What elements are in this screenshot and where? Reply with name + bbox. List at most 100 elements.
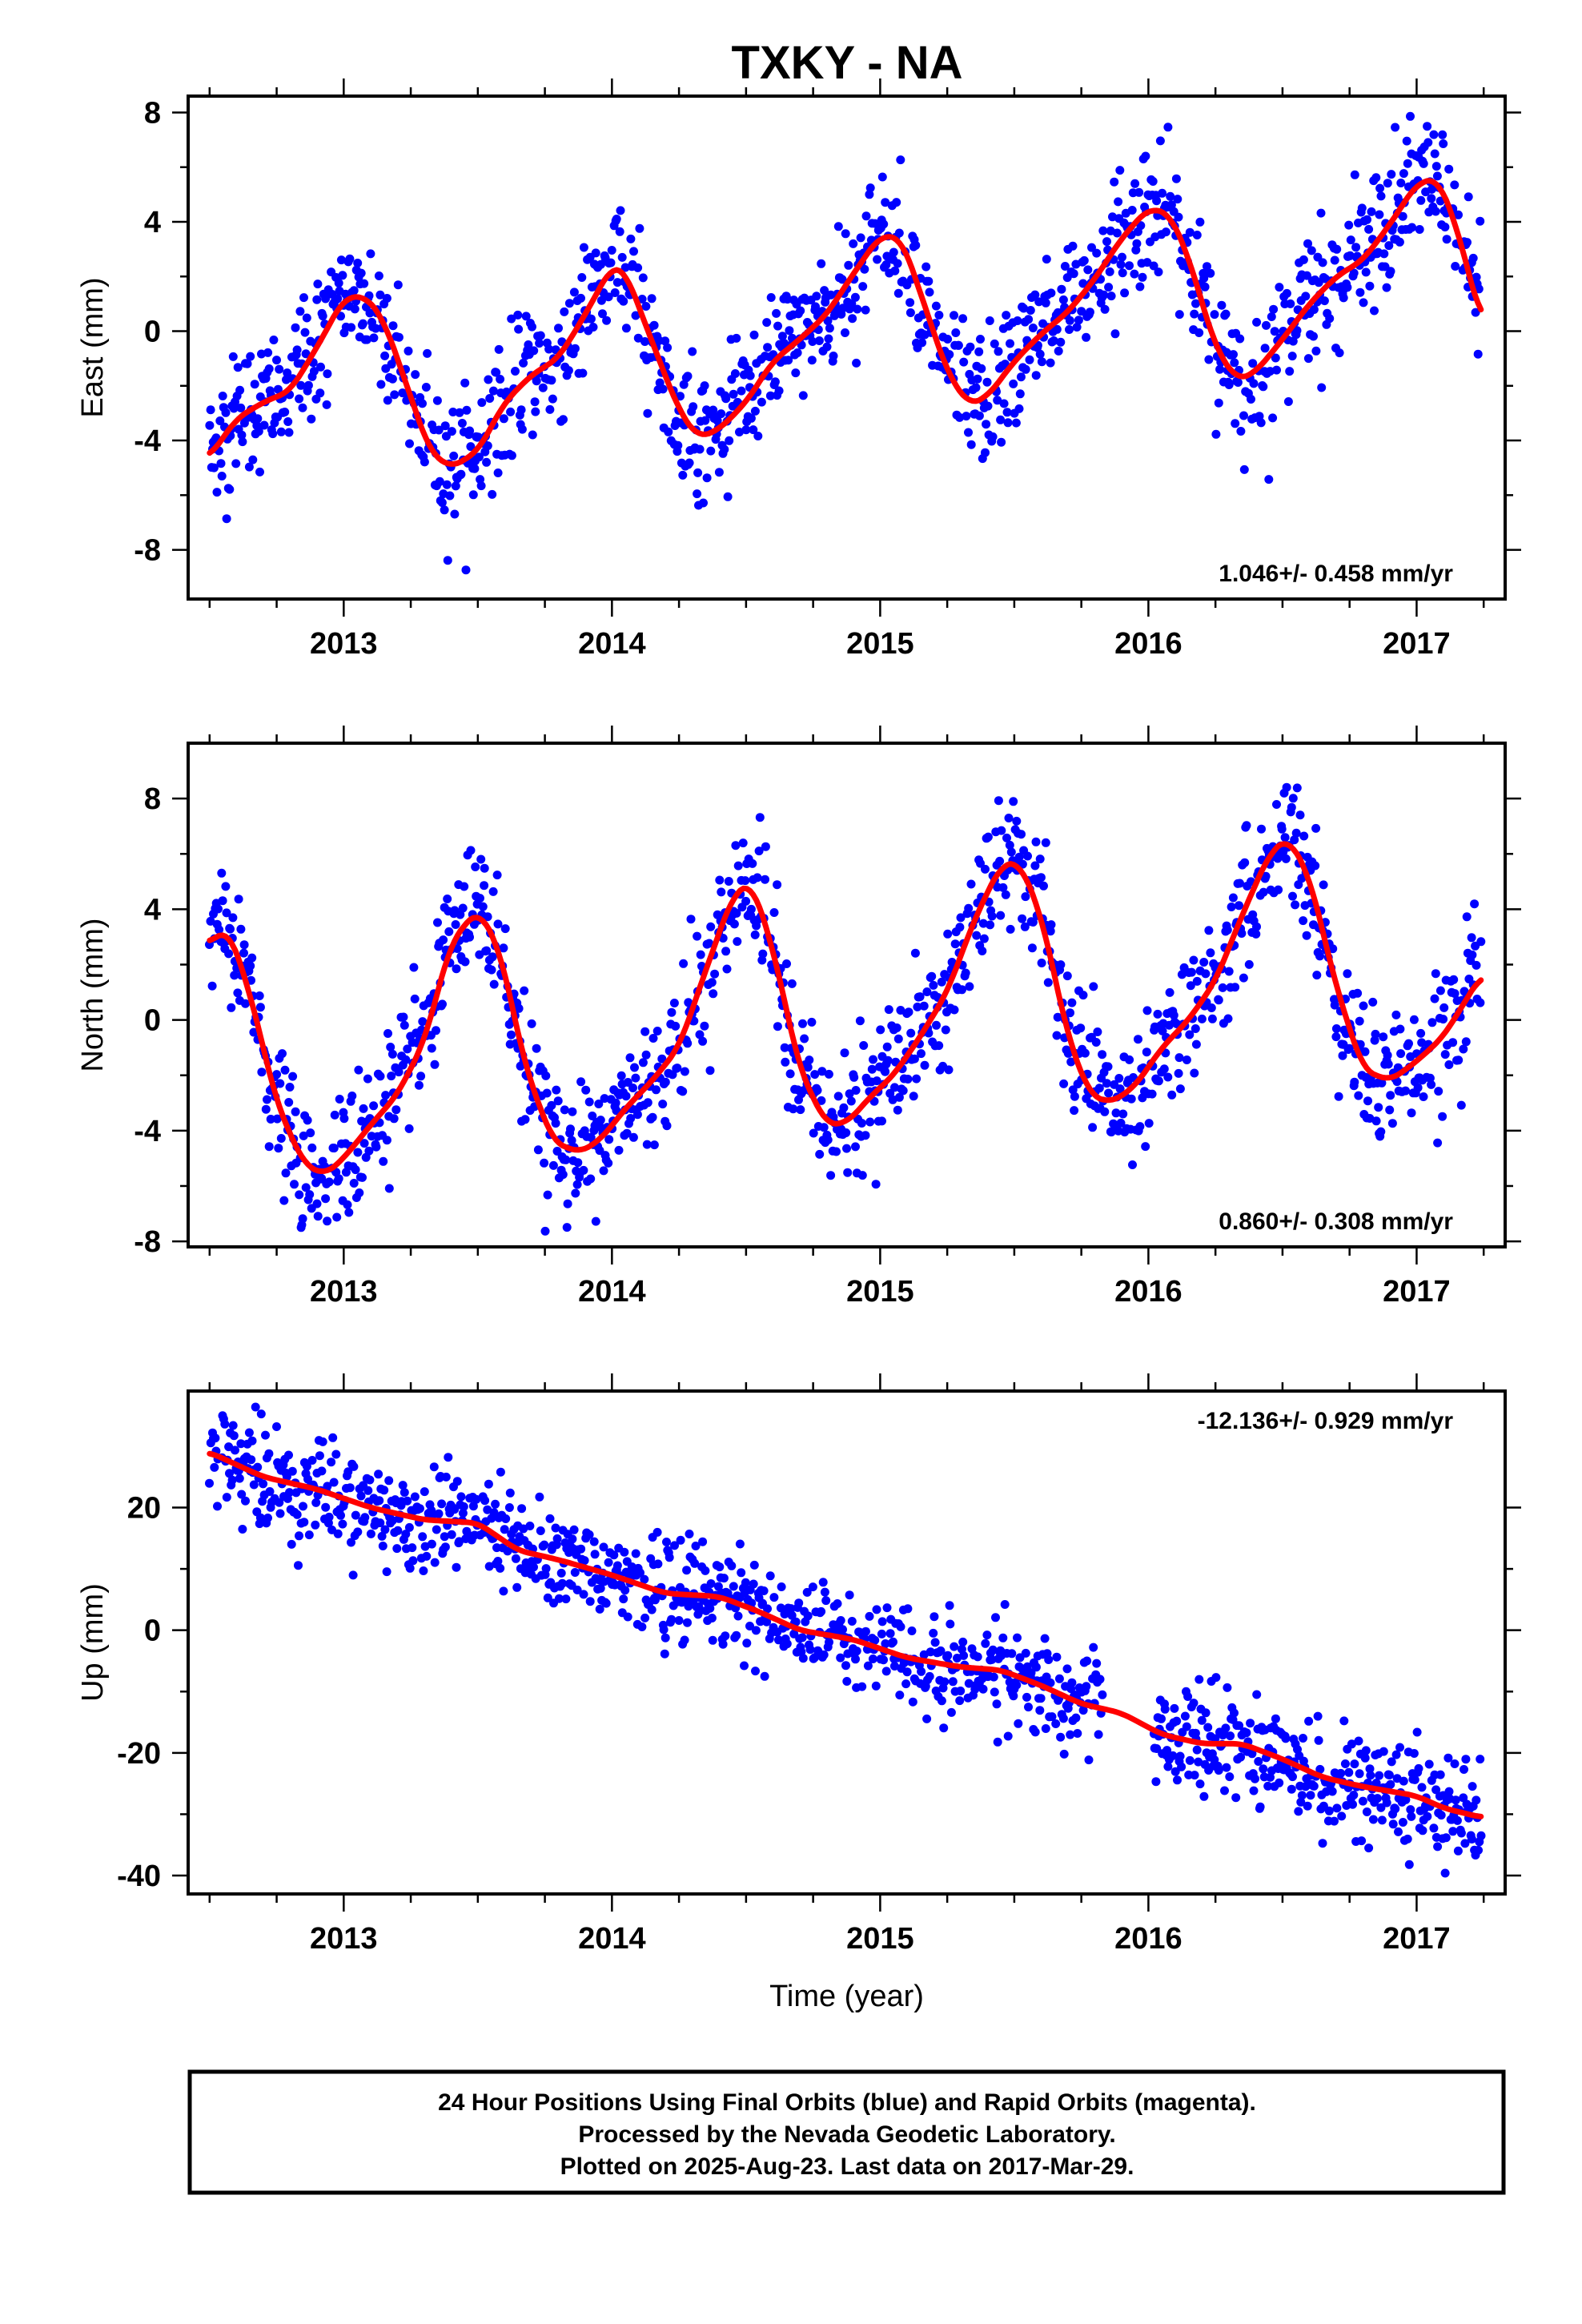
east-data-point [228, 352, 238, 361]
up-data-point [529, 1562, 538, 1572]
north-data-point [678, 1087, 688, 1096]
east-data-point [620, 263, 630, 272]
east-data-point [844, 260, 853, 270]
up-data-point [256, 1409, 266, 1419]
up-data-point [1172, 1716, 1182, 1726]
east-data-point [449, 451, 459, 460]
east-data-point [1195, 328, 1204, 337]
up-data-point [917, 1667, 926, 1676]
east-data-point [1307, 246, 1316, 255]
up-data-point [936, 1646, 946, 1655]
up-data-point [1460, 1765, 1468, 1774]
north-data-point [892, 1023, 901, 1032]
north-data-point [1242, 821, 1251, 830]
up-data-point [650, 1595, 660, 1605]
north-data-point [893, 1105, 902, 1115]
north-data-point [1427, 1018, 1437, 1027]
north-data-point [444, 927, 454, 936]
up-data-point [718, 1639, 728, 1649]
east-data-point [282, 375, 291, 384]
north-data-point [305, 1190, 315, 1200]
east-data-point [536, 331, 545, 340]
east-data-point [730, 369, 740, 378]
north-y-tick-label: 8 [144, 782, 161, 816]
north-data-point [1430, 994, 1439, 1003]
east-data-point [366, 249, 375, 259]
north-data-point [1114, 1074, 1124, 1083]
east-data-point [514, 324, 524, 334]
up-data-point [220, 1419, 230, 1429]
up-data-point [674, 1616, 684, 1625]
north-data-point [628, 1084, 637, 1092]
east-data-point [1344, 220, 1354, 230]
north-data-point [826, 1171, 836, 1180]
east-data-point [1249, 379, 1259, 388]
east-data-point [1259, 382, 1268, 392]
up-data-point [1344, 1767, 1354, 1777]
north-data-point [753, 873, 762, 883]
east-data-point [493, 468, 503, 477]
north-data-point [566, 1124, 575, 1134]
up-data-point [1022, 1692, 1031, 1702]
east-data-point [1440, 223, 1450, 231]
up-data-point [787, 1610, 797, 1620]
north-data-point [560, 1105, 569, 1115]
north-data-point [1089, 982, 1098, 991]
east-data-point [1112, 228, 1122, 238]
east-data-point [974, 347, 984, 356]
east-data-point [237, 430, 247, 440]
north-data-point [859, 1041, 869, 1050]
up-data-point [1377, 1815, 1387, 1825]
up-data-point [235, 1474, 244, 1483]
north-data-point [1165, 987, 1174, 997]
east-data-point [1098, 226, 1108, 235]
east-data-point [962, 412, 971, 421]
east-data-point [808, 337, 817, 346]
north-data-point [769, 908, 779, 917]
east-data-point [283, 368, 292, 378]
north-data-point [1191, 1039, 1201, 1049]
north-data-point [773, 1022, 782, 1031]
up-data-point [1357, 1836, 1367, 1846]
east-data-point [445, 491, 455, 501]
east-data-point [411, 370, 420, 380]
up-data-point [868, 1655, 877, 1663]
north-data-point [903, 1075, 913, 1084]
north-data-point [978, 947, 987, 955]
east-data-point [1282, 288, 1291, 298]
east-data-point [248, 455, 258, 464]
north-data-point [622, 1128, 632, 1138]
east-data-point [896, 155, 905, 165]
up-data-point [667, 1614, 677, 1624]
east-data-point [1152, 196, 1162, 206]
up-data-point [604, 1558, 613, 1567]
up-data-point [351, 1510, 360, 1520]
north-data-point [272, 1114, 282, 1124]
north-data-point [958, 985, 966, 995]
up-data-point [484, 1562, 494, 1571]
up-data-point [1214, 1766, 1223, 1775]
east-data-point [1311, 346, 1321, 356]
east-data-point [283, 417, 293, 426]
up-data-point [1440, 1868, 1450, 1878]
up-data-point [375, 1518, 385, 1528]
up-data-point [955, 1696, 965, 1706]
up-data-point [418, 1532, 428, 1542]
east-data-point [1131, 245, 1141, 255]
north-data-point [1021, 892, 1030, 902]
east-data-point [1173, 195, 1182, 204]
east-data-point [664, 427, 673, 436]
north-data-point [1386, 1091, 1395, 1100]
north-data-point [1224, 967, 1234, 976]
north-data-point [1353, 988, 1363, 998]
up-data-point [318, 1437, 327, 1446]
east-data-point [280, 408, 290, 416]
up-data-point [978, 1684, 988, 1694]
up-data-point [870, 1635, 880, 1645]
east-data-point [1370, 306, 1379, 316]
east-data-point [447, 427, 456, 436]
north-data-point [1239, 973, 1248, 983]
east-data-point [1155, 136, 1165, 146]
east-data-point [448, 408, 458, 416]
